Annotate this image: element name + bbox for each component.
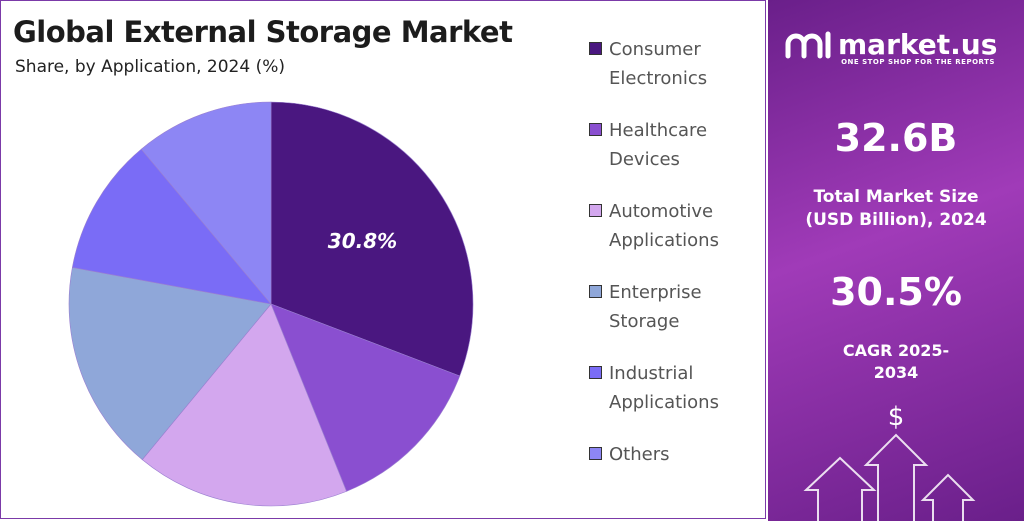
legend-item: Consumer Electronics: [589, 35, 759, 116]
legend-swatch: [589, 285, 602, 298]
legend-item: Automotive Applications: [589, 197, 759, 278]
pie-slice: [140, 101, 272, 305]
legend-swatch: [589, 123, 602, 136]
info-panel: market.us ONE STOP SHOP FOR THE REPORTS …: [768, 0, 1024, 521]
pie-slice: [141, 303, 347, 507]
legend-item: Others: [589, 440, 759, 521]
legend-swatch: [589, 447, 602, 460]
legend: Consumer Electronics Healthcare Devices Au…: [589, 35, 759, 521]
market-size-label: Total Market Size (USD Billion), 2024: [805, 187, 987, 230]
legend-label: Automotive Applications: [609, 201, 719, 251]
pie-slice: [270, 101, 474, 377]
legend-label: Consumer Electronics: [609, 39, 708, 89]
panel-decoration: [785, 31, 976, 521]
data-label: 30.8%: [328, 229, 397, 253]
brand: market.us: [838, 28, 998, 61]
logo-icon: [785, 31, 831, 59]
pie-slice: [270, 303, 461, 492]
pie-slice: [68, 267, 272, 461]
arrows-icon: [803, 433, 976, 521]
chart-area: 30.8% Global External Storage Market Sha…: [0, 0, 766, 519]
legend-label: Industrial Applications: [609, 363, 719, 413]
legend-label: Others: [609, 444, 670, 465]
legend-swatch: [589, 42, 602, 55]
legend-label: Healthcare Devices: [609, 120, 708, 170]
pie-slice: [71, 148, 272, 305]
legend-swatch: [589, 204, 602, 217]
legend-item: Healthcare Devices: [589, 116, 759, 197]
tagline: ONE STOP SHOP FOR THE REPORTS: [841, 58, 995, 66]
legend-item: Industrial Applications: [589, 359, 759, 440]
chart-subtitle: Share, by Application, 2024 (%): [15, 57, 285, 77]
chart-title: Global External Storage Market: [13, 15, 513, 49]
legend-label: Enterprise Storage: [609, 282, 702, 332]
legend-swatch: [589, 366, 602, 379]
cagr: 30.5%: [830, 270, 962, 314]
cagr-label: CAGR 2025-2034: [842, 341, 950, 382]
currency-icon: $: [887, 402, 905, 432]
market-size: 32.6B: [834, 116, 958, 160]
legend-item: Enterprise Storage: [589, 278, 759, 359]
pie-chart: 30.8%: [68, 101, 474, 507]
